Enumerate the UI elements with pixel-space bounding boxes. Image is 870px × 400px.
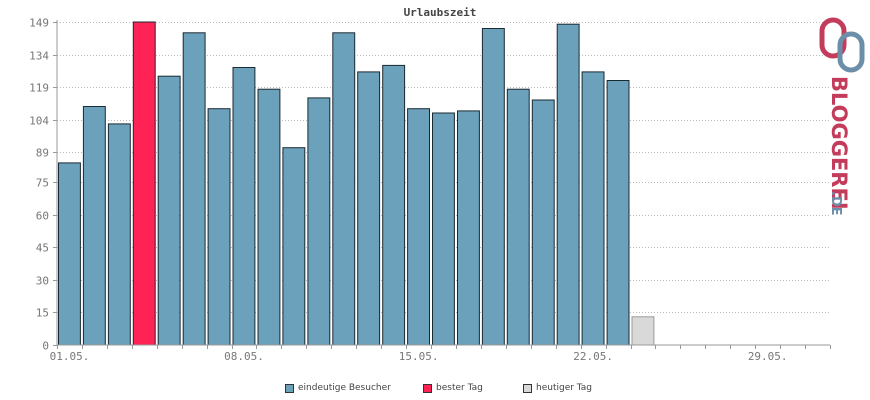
y-tick-label: 15 <box>36 307 49 320</box>
bar-17.05. <box>457 110 480 346</box>
bar-19.05. <box>506 88 530 346</box>
logo-suffix: .DE <box>828 191 843 216</box>
legend: eindeutige Besucher bester Tag heutiger … <box>0 383 870 399</box>
legend-swatch-today <box>523 383 532 393</box>
y-tick-label: 104 <box>29 115 49 128</box>
logo-text: BLOGGEREI <box>827 76 851 210</box>
legend-swatch-visitors <box>285 383 294 393</box>
y-tick-label: 134 <box>29 50 49 63</box>
bar-12.05. <box>332 32 356 346</box>
legend-label-visitors: eindeutige Besucher <box>298 383 391 393</box>
bloggerei-logo: BLOGGEREI .DE <box>819 17 865 216</box>
bar-16.05. <box>432 112 455 346</box>
y-tick-label: 0 <box>42 340 49 353</box>
legend-item-today: heutiger Tag <box>523 383 592 393</box>
y-tick-label: 75 <box>36 177 49 190</box>
bar-08.05. <box>232 67 256 346</box>
chart-title: Urlaubszeit <box>404 6 477 19</box>
y-tick-label: 119 <box>29 82 49 95</box>
y-tick-label: 60 <box>36 210 49 223</box>
x-axis-ticks: 01.05. 08.05. 15.05. 22.05. 29.05. <box>50 345 831 363</box>
bar-10.05. <box>282 147 306 346</box>
bar-20.05. <box>531 99 555 346</box>
bar-02.05. <box>82 106 106 346</box>
bar-05.05. <box>157 75 181 346</box>
y-tick-label: 89 <box>36 147 49 160</box>
bars <box>58 21 655 346</box>
bar-09.05. <box>257 88 281 346</box>
y-tick-label: 30 <box>36 275 49 288</box>
y-tick-label: 149 <box>29 17 49 30</box>
bar-15.05. <box>407 108 431 346</box>
bar-03.05. <box>107 123 131 346</box>
y-axis-ticks: 0 15 30 45 60 75 89 104 119 134 149 <box>29 17 57 353</box>
bar-07.05. <box>207 108 231 346</box>
y-tick-label: 45 <box>36 242 49 255</box>
bar-13.05. <box>357 71 381 346</box>
legend-item-best-day: bester Tag <box>423 383 483 393</box>
x-tick-label: 01.05. <box>50 350 90 363</box>
logo-mark-blue-icon <box>837 31 865 73</box>
bar-22.05. <box>581 71 605 346</box>
bar-best-day-04.05. <box>132 21 156 346</box>
legend-label-today: heutiger Tag <box>536 383 593 393</box>
bar-18.05. <box>481 28 505 346</box>
x-tick-label: 08.05. <box>224 350 264 363</box>
bar-14.05. <box>382 64 406 346</box>
legend-label-best-day: bester Tag <box>436 383 483 393</box>
legend-swatch-best-day <box>423 383 432 393</box>
bar-01.05. <box>58 162 81 346</box>
x-tick-label: 22.05. <box>573 350 613 363</box>
legend-item-visitors: eindeutige Besucher <box>285 383 391 393</box>
bar-06.05. <box>182 32 206 346</box>
bar-11.05. <box>307 97 331 346</box>
bar-23.05. <box>606 80 630 346</box>
bar-21.05. <box>556 23 580 346</box>
x-tick-label: 29.05. <box>748 350 788 363</box>
bar-today-24.05. <box>631 316 655 346</box>
x-tick-label: 15.05. <box>399 350 439 363</box>
